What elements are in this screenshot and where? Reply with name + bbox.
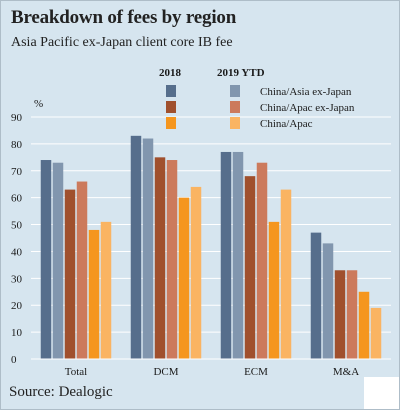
y-tick-label: 20: [11, 300, 23, 312]
bar: [88, 229, 100, 359]
bar: [244, 176, 256, 359]
chart-subtitle: Asia Pacific ex-Japan client core IB fee: [11, 35, 233, 50]
y-tick-label: 70: [11, 166, 23, 178]
legend-year-header: 2018: [159, 67, 182, 79]
legend-swatch: [230, 85, 240, 97]
legend-label: China/Apac: [260, 118, 313, 130]
bar-chart: 0 10 20 30 40 50 60 70 80 90% 2018 2019 YTD China/As…: [11, 67, 391, 378]
y-axis-unit: %: [34, 98, 43, 110]
bar: [232, 151, 244, 359]
bar: [256, 162, 268, 359]
bar: [64, 189, 76, 359]
y-tick-label: 60: [11, 193, 23, 205]
bar: [358, 291, 370, 359]
bar: [154, 157, 166, 359]
bar: [190, 186, 202, 359]
bar: [76, 181, 88, 359]
y-tick-label: 40: [11, 246, 23, 258]
legend-swatch: [166, 101, 176, 113]
bar: [310, 232, 322, 359]
y-tick-label: 30: [11, 273, 23, 285]
bar: [334, 270, 346, 359]
y-tick-label: 90: [11, 112, 23, 124]
legend-swatch: [230, 117, 240, 129]
bar: [166, 160, 178, 359]
bar: [220, 151, 232, 359]
legend-swatch: [230, 101, 240, 113]
bar: [370, 307, 382, 359]
x-tick-label: ECM: [244, 366, 268, 378]
bar: [142, 138, 154, 359]
legend-label: China/Asia ex-Japan: [260, 86, 352, 98]
bar: [40, 160, 52, 359]
bar: [346, 270, 358, 359]
source-note: Source: Dealogic: [9, 384, 113, 400]
y-tick-label: 50: [11, 220, 23, 232]
x-tick-label: M&A: [333, 366, 359, 378]
x-tick-label: Total: [65, 366, 87, 378]
bar: [280, 189, 292, 359]
chart-title: Breakdown of fees by region: [11, 7, 237, 28]
y-tick-label: 80: [11, 139, 23, 151]
x-tick-label: DCM: [153, 366, 178, 378]
legend-year-header: 2019 YTD: [217, 67, 265, 79]
legend-swatch: [166, 117, 176, 129]
legend-label: China/Apac ex-Japan: [260, 102, 355, 114]
corner-cutout: [364, 377, 399, 409]
y-tick-label: 10: [11, 327, 23, 339]
bar: [322, 243, 334, 359]
legend-swatch: [166, 85, 176, 97]
bar: [100, 221, 112, 359]
bar: [178, 197, 190, 359]
y-tick-label: 0: [11, 354, 17, 366]
bar: [268, 221, 280, 359]
bar: [130, 135, 142, 359]
bar: [52, 162, 64, 359]
